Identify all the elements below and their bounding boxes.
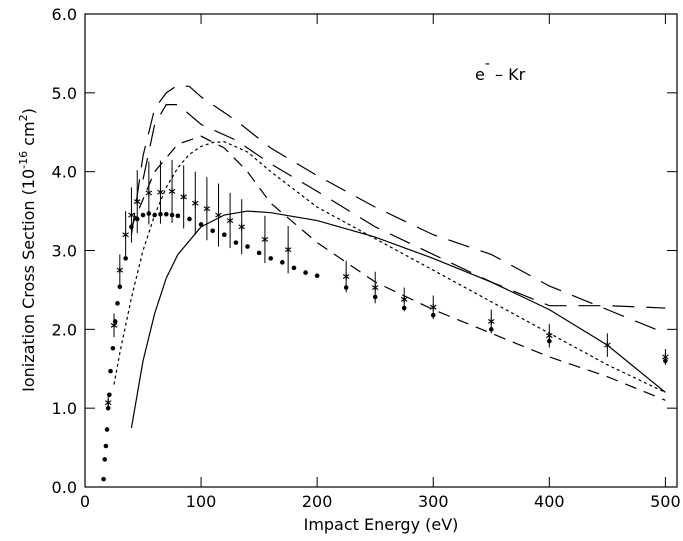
- y-label-part: cm: [19, 121, 38, 150]
- data-point: [108, 368, 113, 374]
- x-tick-label: 300: [418, 492, 449, 511]
- y-label-part: Ionization Cross Section (10: [19, 169, 38, 392]
- star-point: [429, 303, 437, 311]
- y-tick-label: 4.0: [52, 163, 77, 182]
- star-point: [145, 189, 153, 197]
- x-tick-label: 500: [650, 492, 681, 511]
- theory-curve: [130, 84, 666, 334]
- star-point: [180, 193, 187, 201]
- star-point: [104, 399, 112, 407]
- data-point: [303, 270, 308, 275]
- x-tick-label: 400: [534, 492, 565, 511]
- theory-curve: [142, 104, 666, 309]
- star-point: [157, 188, 164, 196]
- x-axis-label: Impact Energy (eV): [304, 515, 459, 534]
- star-point: [371, 284, 379, 292]
- y-label-part: ): [19, 108, 38, 114]
- star-point: [226, 217, 234, 225]
- star-point: [191, 199, 199, 207]
- y-axis-label: Ionization Cross Section (10-16 cm2): [17, 108, 38, 392]
- y-tick-label: 0.0: [52, 478, 77, 497]
- star-point: [110, 321, 118, 329]
- y-label-sup: -16: [17, 151, 30, 169]
- data-point: [104, 427, 110, 432]
- data-point: [102, 457, 108, 462]
- theory-curve: [130, 135, 666, 401]
- data-point: [175, 213, 181, 219]
- star-point: [168, 187, 176, 195]
- star-point: [122, 231, 129, 239]
- y-label-sup: 2: [17, 114, 30, 121]
- data-point: [280, 260, 285, 265]
- data-point: [291, 265, 297, 271]
- data-point: [103, 443, 109, 449]
- data-point: [187, 216, 192, 222]
- star-point: [342, 273, 350, 281]
- x-tick-label: 100: [186, 492, 217, 511]
- data-point: [115, 301, 120, 306]
- data-point: [163, 211, 169, 217]
- data-point: [140, 212, 146, 218]
- star-point: [203, 205, 211, 213]
- data-point: [101, 476, 106, 482]
- star-point: [662, 353, 669, 361]
- data-point: [268, 256, 274, 261]
- x-tick-label: 200: [302, 492, 333, 511]
- data-point: [245, 244, 250, 249]
- star-point: [116, 266, 124, 274]
- annotation: e- – Kr: [475, 56, 526, 84]
- y-tick-label: 1.0: [52, 399, 77, 418]
- star-point: [400, 295, 408, 303]
- data-point: [210, 228, 215, 234]
- data-point: [117, 284, 123, 290]
- y-tick-label: 5.0: [52, 84, 77, 103]
- annotation-sup: -: [485, 56, 490, 72]
- theory-curve: [130, 210, 666, 428]
- star-point: [284, 246, 292, 254]
- star-point: [487, 317, 495, 325]
- x-tick-label: 0: [80, 492, 90, 511]
- star-point: [261, 235, 269, 243]
- plot-frame: [84, 13, 678, 488]
- y-tick-label: 2.0: [52, 320, 77, 339]
- data-point: [256, 250, 262, 256]
- annotation-part: e: [475, 65, 485, 84]
- y-tick-label: 3.0: [52, 242, 77, 261]
- star-point: [238, 223, 246, 231]
- data-point: [123, 256, 128, 261]
- data-point: [233, 240, 239, 245]
- star-point: [128, 211, 135, 219]
- data-point: [110, 345, 116, 351]
- data-point: [221, 232, 227, 238]
- theory-curve: [113, 141, 666, 393]
- y-tick-label: 6.0: [52, 5, 77, 24]
- annotation-part: – Kr: [490, 65, 526, 84]
- data-point: [314, 273, 320, 279]
